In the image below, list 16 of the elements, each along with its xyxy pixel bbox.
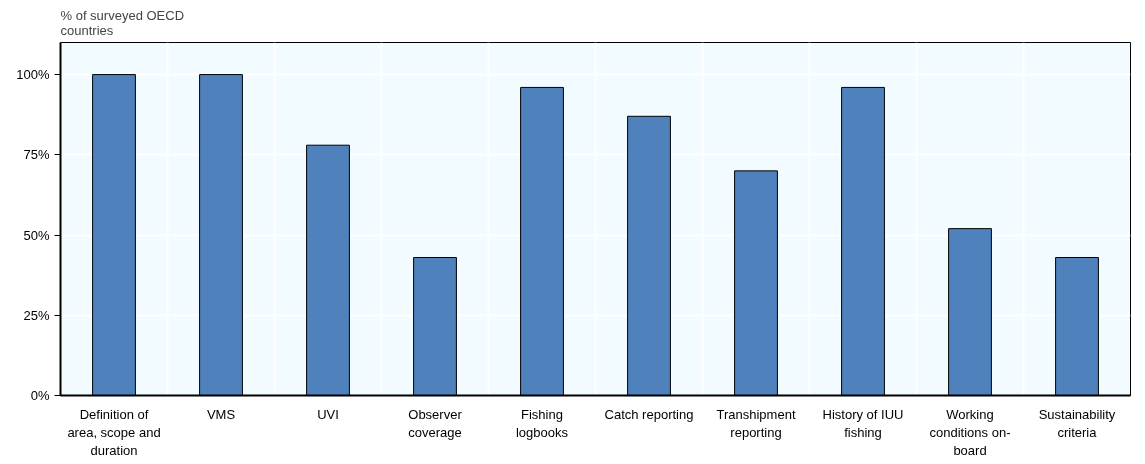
x-tick-label: Sustainability criteria <box>1038 406 1116 440</box>
x-tick-label: History of IUU fishing <box>822 406 904 440</box>
x-tick-label: Transhipment reporting <box>716 406 796 440</box>
y-tick-label: 75% <box>23 147 50 163</box>
y-tick-label: 25% <box>23 307 50 323</box>
x-tick-label: Catch reporting <box>604 406 694 422</box>
x-tick-label: Definition of area, scope and duration <box>67 406 161 458</box>
y-tick-label: 0% <box>30 388 50 403</box>
y-axis-title: % of surveyed OECD countries <box>60 7 185 38</box>
x-tick-label: Working conditions on-board <box>929 406 1011 458</box>
y-tick-label: 100% <box>16 67 50 83</box>
x-tick-label: VMS <box>206 406 236 422</box>
y-tick-label: 50% <box>23 227 50 243</box>
x-tick-label: Fishing logbooks <box>515 406 569 440</box>
x-tick-label: Observer coverage <box>408 406 463 440</box>
x-tick-label: UVI <box>317 406 339 422</box>
